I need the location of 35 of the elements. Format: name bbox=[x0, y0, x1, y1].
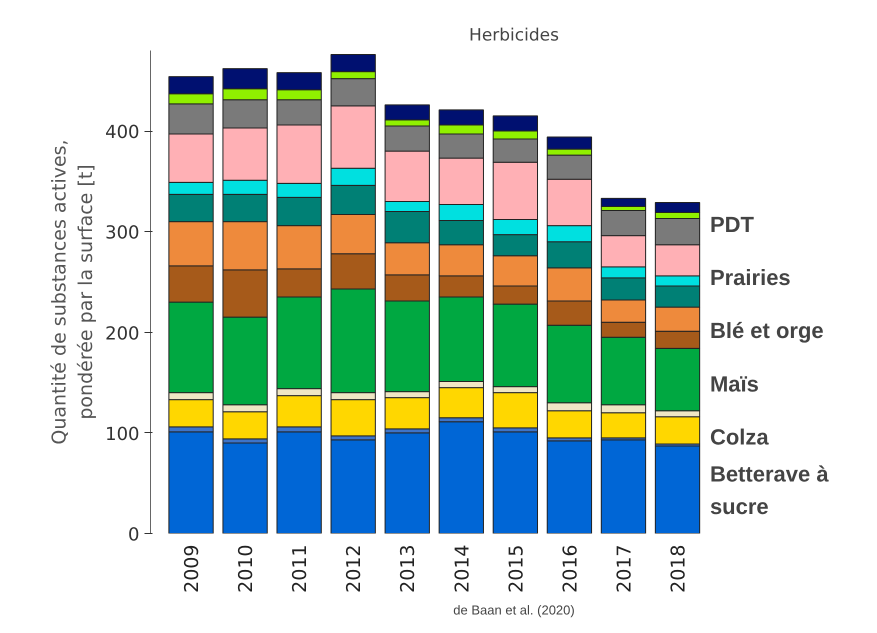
y-tick-label: 200 bbox=[105, 323, 140, 344]
text: Blé et orge bbox=[710, 318, 824, 344]
bar bbox=[384, 432, 430, 534]
bar bbox=[438, 421, 484, 534]
x-tick-label: 2014 bbox=[451, 544, 474, 593]
bar bbox=[600, 198, 646, 207]
x-tick-label: 2013 bbox=[397, 544, 420, 593]
chart-title: Herbicides bbox=[469, 26, 560, 46]
bar bbox=[492, 431, 538, 534]
bar bbox=[168, 431, 214, 534]
bar bbox=[654, 445, 700, 534]
y-tick-label: 300 bbox=[105, 222, 140, 244]
text: Prairies bbox=[710, 265, 791, 290]
x-tick-label: 2016 bbox=[559, 544, 582, 593]
bar bbox=[222, 442, 268, 534]
x-tick-label: 2018 bbox=[668, 544, 690, 593]
y-axis-title: Quantité de substances actives, pondérée par la surface [t] bbox=[48, 139, 98, 445]
bar bbox=[330, 439, 376, 534]
x-tick-label: 2017 bbox=[613, 544, 636, 593]
y-tick-label: 400 bbox=[105, 122, 140, 143]
text: de Baan et al. (2020) bbox=[453, 602, 575, 618]
bar bbox=[546, 440, 592, 534]
text: Maïs bbox=[710, 371, 759, 396]
x-tick-label: 2009 bbox=[181, 544, 204, 593]
x-tick-label: 2011 bbox=[289, 544, 312, 593]
bar bbox=[276, 431, 322, 534]
text: Betterave à sucre bbox=[710, 461, 830, 519]
x-tick-label: 2012 bbox=[343, 544, 366, 593]
x-tick-label: 2010 bbox=[235, 544, 258, 593]
text: Colza bbox=[710, 424, 770, 450]
y-tick-label: 100 bbox=[105, 424, 140, 445]
x-tick-label: 2015 bbox=[505, 544, 528, 593]
y-tick-label: 0 bbox=[128, 524, 140, 546]
text: PDT bbox=[710, 212, 754, 237]
bar bbox=[600, 439, 646, 534]
